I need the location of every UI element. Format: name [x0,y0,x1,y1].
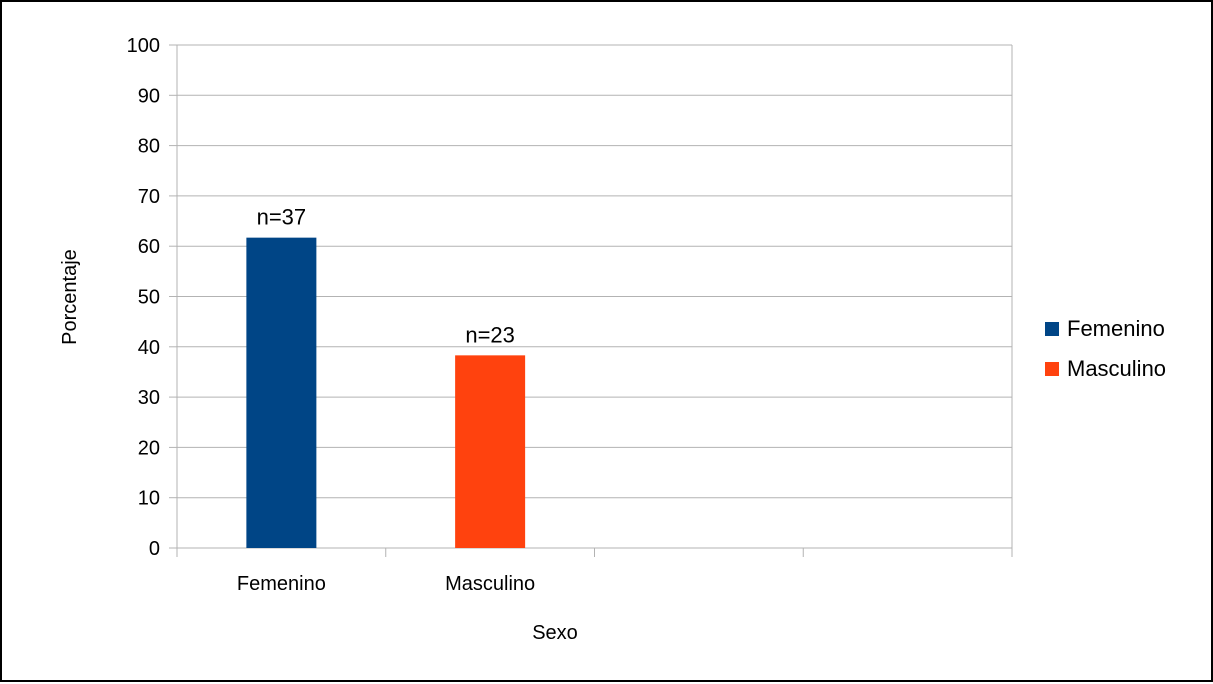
data-label: n=37 [257,205,307,230]
y-tick-label: 60 [138,236,160,258]
y-axis-title: Porcentaje [59,249,81,345]
x-axis-title: Sexo [532,622,578,644]
y-tick-label: 10 [138,488,160,510]
y-tick-label: 70 [138,186,160,208]
data-label: n=23 [465,322,515,347]
y-tick-label: 40 [138,337,160,359]
legend-label: Femenino [1067,316,1165,341]
legend: Femenino Masculino [1045,316,1166,381]
legend-label: Masculino [1067,356,1166,381]
y-tick-label: 50 [138,287,160,309]
y-tick-label: 100 [127,35,160,57]
y-tick-label: 80 [138,136,160,158]
y-tick-label: 90 [138,85,160,107]
bar-masculino [455,355,526,548]
legend-swatch-femenino [1045,322,1059,336]
y-tick-label: 20 [138,437,160,459]
y-tick-label: 0 [149,538,160,560]
x-tick-label: Masculino [445,573,535,595]
bars [246,237,526,549]
bar-femenino [246,237,317,549]
legend-swatch-masculino [1045,362,1059,376]
y-tick-label: 30 [138,387,160,409]
axes: 0 10 20 30 40 50 60 70 80 90 100 Femenino Masculino [127,35,1013,595]
x-tick-label: Femenino [237,573,326,595]
data-labels: n=37 n=23 [257,205,515,348]
